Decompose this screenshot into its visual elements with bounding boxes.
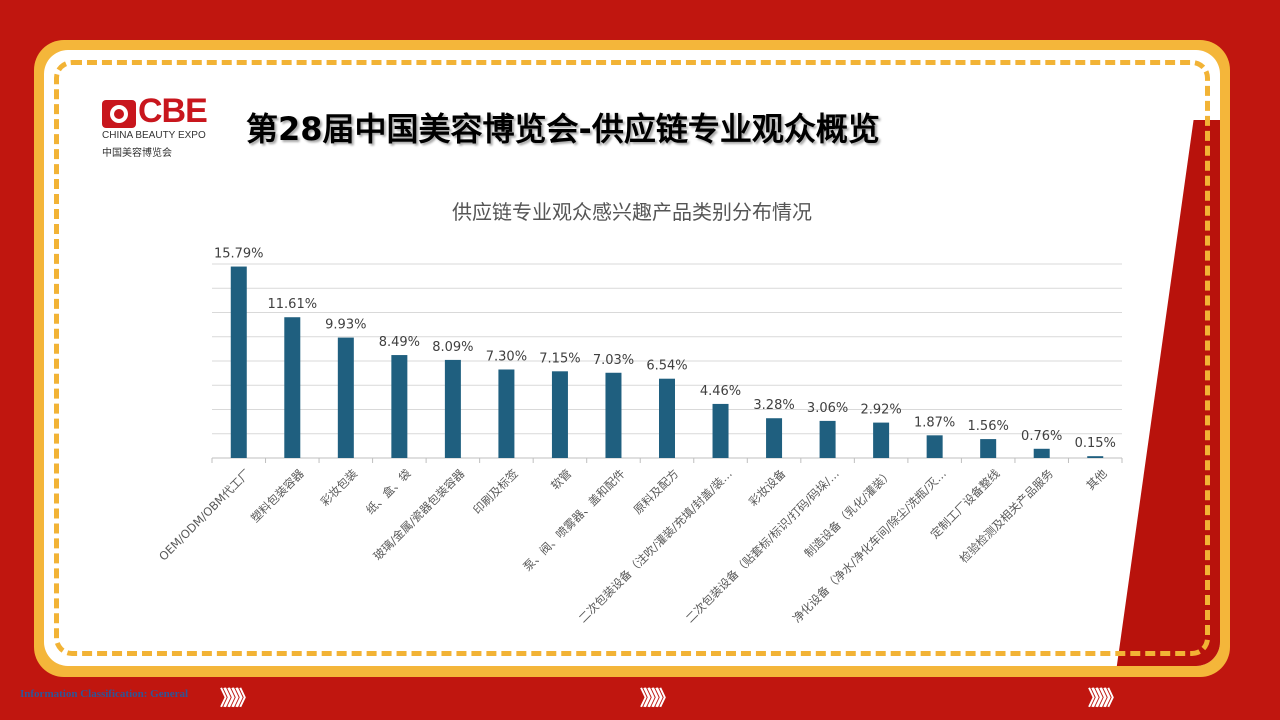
chevron-decoration-right: 》》》》》 xyxy=(1088,686,1124,710)
chevron-decoration-left: 》》》》》 xyxy=(220,686,256,710)
data-label: 15.79% xyxy=(214,247,264,262)
bar xyxy=(659,378,675,458)
bar xyxy=(712,403,729,458)
bar xyxy=(980,439,997,458)
category-label: 纸、盒、袋 xyxy=(363,466,414,517)
data-label: 8.09% xyxy=(432,340,473,355)
category-label: 玻璃/金属/瓷器包装容器 xyxy=(371,466,468,563)
bar xyxy=(551,371,568,458)
category-label: 塑料包装容器 xyxy=(248,466,307,525)
category-label: 彩妆设备 xyxy=(746,466,789,509)
bar xyxy=(766,418,783,458)
bar xyxy=(284,317,301,458)
bar xyxy=(1033,448,1050,458)
data-label: 2.92% xyxy=(860,403,901,418)
cbe-logo-mark-icon xyxy=(102,100,136,128)
category-label: 印刷及标签 xyxy=(470,466,521,517)
bar xyxy=(605,372,622,458)
category-label: OEM/ODM/OBM代工厂 xyxy=(156,466,253,563)
logo-chinese-name: 中国美容博览会 xyxy=(102,148,172,159)
classification-label: Information Classification: General xyxy=(20,688,189,700)
data-label: 8.49% xyxy=(379,335,420,350)
bar xyxy=(391,355,408,458)
bar xyxy=(819,420,836,458)
data-label: 9.93% xyxy=(325,318,366,333)
data-label: 6.54% xyxy=(646,359,687,374)
category-label: 彩妆包装 xyxy=(318,466,361,509)
data-label: 3.06% xyxy=(807,401,848,416)
data-label: 7.15% xyxy=(539,351,580,366)
logo-subtitle: CHINA BEAUTY EXPO xyxy=(102,130,206,141)
page-title: 第28届中国美容博览会-供应链专业观众概览 xyxy=(246,110,880,148)
data-label: 3.28% xyxy=(753,398,794,413)
category-label: 其他 xyxy=(1083,466,1110,493)
data-label: 7.03% xyxy=(593,353,634,368)
category-label: 制造设备（乳化/灌装） xyxy=(802,466,896,560)
bar xyxy=(1087,456,1104,458)
bar xyxy=(444,359,461,458)
chart-title: 供应链专业观众感兴趣产品类别分布情况 xyxy=(452,200,812,224)
category-label: 软管 xyxy=(548,466,574,492)
data-label: 7.30% xyxy=(486,349,527,364)
bar xyxy=(926,435,943,458)
logo-text: CBE xyxy=(138,92,208,130)
chevron-decoration-middle: 》》》》》 xyxy=(640,686,676,710)
category-label: 原料及配方 xyxy=(631,466,682,517)
dashed-border xyxy=(54,60,1210,656)
data-label: 4.46% xyxy=(700,384,741,399)
data-label: 0.76% xyxy=(1021,429,1062,444)
data-label: 11.61% xyxy=(268,297,318,312)
category-label: 检验检测及相关产品服务 xyxy=(957,466,1057,566)
bar xyxy=(873,422,890,458)
bar xyxy=(498,369,515,458)
bar xyxy=(337,337,354,458)
data-label: 0.15% xyxy=(1075,436,1116,451)
data-label: 1.56% xyxy=(968,419,1009,434)
bar xyxy=(230,266,247,458)
data-label: 1.87% xyxy=(914,415,955,430)
cbe-logo: CBE CHINA BEAUTY EXPO 中国美容博览会 xyxy=(102,92,222,160)
category-label: 泵、阀、喷雾器、盖和配件 xyxy=(520,466,627,573)
